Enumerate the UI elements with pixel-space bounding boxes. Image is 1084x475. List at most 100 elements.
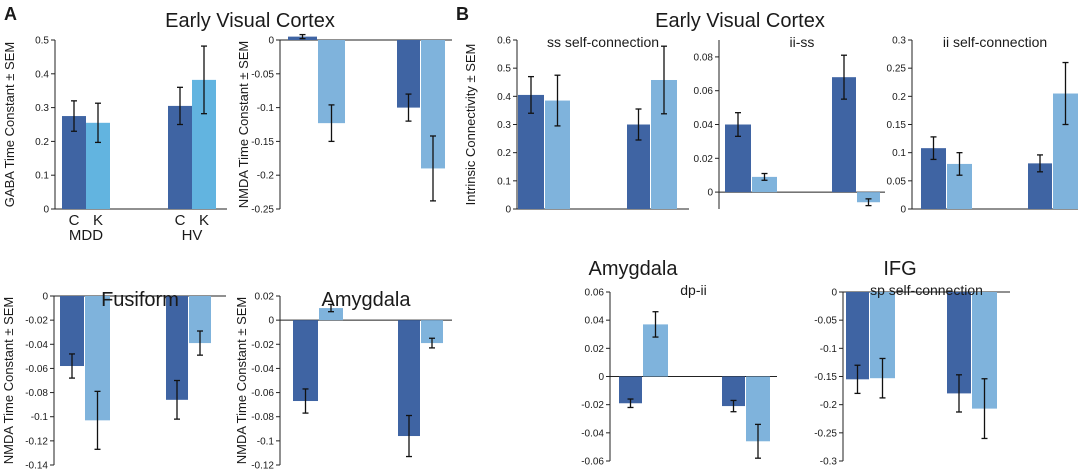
y-axis-label-a4: NMDA Time Constant ± SEM — [234, 297, 249, 465]
chart-a3: 0 -0.02 -0.04 -0.06 -0.08 -0.1 -0.12 -0.14 NMDA … — [1, 289, 226, 472]
y-tick-label-b1: 0.4 — [497, 92, 511, 103]
chart-area: 0 0.1 0.2 0.3 0.4 0.5 GABA Time Constant ± SEM… — [1, 33, 1078, 472]
bar-b2-k-1 — [857, 192, 880, 203]
y-tick-label-a4: -0.08 — [251, 412, 274, 423]
section-title-a: Early Visual Cortex — [165, 10, 335, 32]
bar-a4-k-1 — [421, 320, 443, 344]
y-tick-label-a3: -0.12 — [25, 436, 48, 447]
y-tick-label-b1: 0.5 — [497, 64, 511, 75]
y-tick-label-a3: -0.08 — [25, 388, 48, 399]
y-tick-label-b1: 0.2 — [497, 148, 511, 159]
y-tick-label-b4: 0.02 — [585, 344, 605, 355]
y-tick-label-a3: -0.14 — [25, 461, 48, 472]
y-tick-label-b3: 0 — [900, 205, 906, 216]
y-tick-label-a4: -0.1 — [257, 436, 275, 447]
y-tick-label-a2: -0.25 — [251, 205, 274, 216]
y-tick-label-b4: -0.04 — [581, 428, 604, 439]
y-tick-label-a2: -0.15 — [251, 137, 274, 148]
bar-a4-c-1 — [398, 320, 420, 437]
bar-a4-k-0 — [319, 308, 343, 321]
bar-label-a1: K — [199, 212, 209, 229]
y-tick-label-a4: -0.06 — [251, 388, 274, 399]
group-label-a1: HV — [182, 227, 203, 244]
bar-a3-c-1 — [166, 296, 188, 400]
chart-title-b4: dp-ii — [680, 282, 706, 298]
chart-title-a3: Fusiform — [101, 289, 179, 311]
y-tick-label-a1: 0.5 — [35, 36, 49, 47]
y-tick-label-b4: -0.06 — [581, 457, 604, 468]
y-tick-label-b3: 0.25 — [887, 64, 907, 75]
y-tick-label-b5: -0.3 — [820, 457, 838, 468]
y-tick-label-b2: 0.06 — [694, 86, 714, 97]
y-tick-label-b5: -0.05 — [814, 316, 837, 327]
y-tick-label-a3: -0.06 — [25, 364, 48, 375]
y-tick-label-a3: -0.04 — [25, 340, 48, 351]
y-tick-label-a1: 0 — [43, 205, 49, 216]
bar-b4-c-0 — [619, 376, 642, 404]
bar-b1-c-0 — [518, 94, 544, 209]
y-tick-label-b1: 0.6 — [497, 36, 511, 47]
y-tick-label-b5: -0.15 — [814, 372, 837, 383]
chart-title-b5: sp self-connection — [870, 282, 983, 298]
bar-b2-k-0 — [752, 176, 777, 193]
y-axis-label-b1: Intrinsic Connectivity ± SEM — [463, 44, 478, 206]
y-tick-label-b1: 0.1 — [497, 176, 511, 187]
y-tick-label-a4: -0.04 — [251, 364, 274, 375]
chart-b2: 0.08 0.06 0.04 0.02 0 ii-ss — [694, 34, 885, 209]
chart-title-b3: ii self-connection — [943, 34, 1047, 50]
bar-b1-c-1 — [627, 124, 650, 209]
y-tick-label-b3: 0.2 — [892, 92, 906, 103]
y-axis-label-a2: NMDA Time Constant ± SEM — [236, 41, 251, 209]
bar-a3-k-1 — [189, 296, 211, 344]
y-tick-label-a1: 0.2 — [35, 137, 49, 148]
y-tick-label-a4: -0.02 — [251, 340, 274, 351]
bar-label-a1: C — [175, 212, 186, 229]
y-tick-label-b3: 0.05 — [887, 176, 907, 187]
chart-title-a4: Amygdala — [322, 289, 412, 311]
y-tick-label-b1: 0.3 — [497, 120, 511, 131]
bar-label-a1: K — [93, 212, 103, 229]
chart-b3: 0 0.05 0.1 0.15 0.2 0.25 0.3 ii self-connection — [887, 34, 1078, 216]
panel-label-a: A — [4, 4, 17, 24]
chart-b4: 0.06 0.04 0.02 0 -0.02 -0.04 -0.06 dp-ii — [581, 282, 777, 468]
y-axis-label-a3: NMDA Time Constant ± SEM — [1, 297, 16, 465]
y-tick-label-b1: 0 — [505, 205, 511, 216]
bar-b5-c-0 — [846, 292, 869, 380]
chart-b5: 0 -0.05 -0.1 -0.15 -0.2 -0.25 -0.3 sp self-conn… — [814, 282, 1010, 468]
y-tick-label-b3: 0.3 — [892, 36, 906, 47]
y-tick-label-b3: 0.1 — [892, 148, 906, 159]
y-tick-label-a4: 0.02 — [255, 292, 275, 303]
section-title-b: Early Visual Cortex — [655, 10, 825, 32]
bar-b4-c-1 — [722, 376, 745, 407]
y-tick-label-a3: -0.1 — [31, 412, 49, 423]
chart-title-b2: ii-ss — [790, 34, 815, 50]
y-tick-label-b5: -0.2 — [820, 400, 838, 411]
y-tick-label-b2: 0.08 — [694, 52, 714, 63]
y-tick-label-a4: -0.12 — [251, 461, 274, 472]
y-tick-label-a1: 0.1 — [35, 171, 49, 182]
y-tick-label-b5: 0 — [831, 288, 837, 299]
y-tick-label-a1: 0.4 — [35, 69, 49, 80]
section-title-ifg: IFG — [883, 258, 916, 280]
y-tick-label-a2: -0.2 — [257, 171, 275, 182]
bar-a2-c-1 — [397, 40, 420, 108]
y-tick-label-a4: 0 — [268, 316, 274, 327]
y-tick-label-b2: 0.02 — [694, 154, 714, 165]
y-tick-label-a1: 0.3 — [35, 103, 49, 114]
y-tick-label-b5: -0.25 — [814, 428, 837, 439]
bar-a4-c-0 — [293, 320, 318, 402]
y-tick-label-b2: 0 — [707, 188, 713, 199]
y-tick-label-a2: -0.1 — [257, 103, 275, 114]
y-tick-label-b4: 0.04 — [585, 316, 605, 327]
y-tick-label-b3: 0.15 — [887, 120, 907, 131]
y-tick-label-b5: -0.1 — [820, 344, 838, 355]
y-tick-label-b4: -0.02 — [581, 400, 604, 411]
y-tick-label-a3: -0.02 — [25, 316, 48, 327]
chart-title-b1: ss self-connection — [547, 34, 659, 50]
panel-label-b: B — [456, 4, 469, 24]
y-tick-label-a2: -0.05 — [251, 69, 274, 80]
y-tick-label-b4: 0 — [598, 372, 604, 383]
y-tick-label-a3: 0 — [42, 292, 48, 303]
